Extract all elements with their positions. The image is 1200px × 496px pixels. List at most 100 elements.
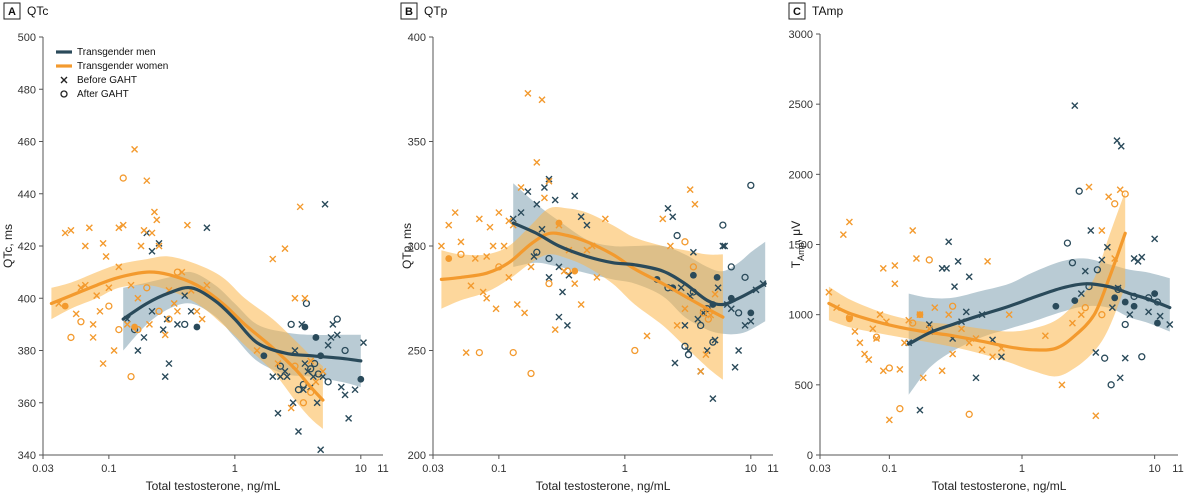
women-before-point [891,262,899,270]
men-after-point [747,181,755,190]
men-before-point [731,363,739,371]
men-before-point [583,221,591,229]
men-before-point [140,333,148,341]
women-before-point [949,350,957,358]
women-before-point [577,301,585,309]
men-before-point [689,248,697,256]
women-after-point [115,325,123,334]
women-before-point [89,333,97,341]
women-before-point [457,238,465,246]
men-before-point [159,326,167,334]
y-axis-title-sub: Amp [796,242,806,261]
men-after-mean-point [301,323,309,331]
women-before-point [825,288,833,296]
y-tick-label: 200 [408,450,426,462]
women-after-point [299,399,308,407]
women-before-point [702,351,710,359]
y-tick-label: 480 [18,84,36,96]
women-before-point [938,367,946,375]
women-after-point [699,309,708,317]
women-before-point [1058,381,1066,389]
women-before-point [96,307,104,315]
women-after-point [475,348,484,357]
women-before-point [140,226,148,234]
men-before-point [540,183,548,191]
women-after-mean-point [555,219,563,227]
women-after-point [545,279,553,288]
men-before-point [359,339,367,347]
women-before-point [540,194,548,202]
women-before-point [193,307,201,315]
men-before-point [341,391,349,399]
men-before-point [538,225,546,233]
x-tick-label: 10 [355,463,367,475]
women-before-point [143,177,151,185]
men-after-point [719,221,727,229]
men-before-point [1071,102,1079,110]
men-before-point [1130,255,1138,263]
women-after-point [67,333,75,342]
men-after-mean-point [357,375,365,383]
women-before-point [1077,311,1085,319]
women-before-point [110,347,118,354]
men-after-point [181,320,189,329]
men-before-point [517,209,525,217]
y-tick-label: 360 [18,398,36,410]
legend: Transgender men Transgender women Before G… [52,42,170,102]
men-before-point [545,273,553,281]
men-before-point [1138,253,1146,261]
women-fit-line [49,270,325,402]
x-tick-label-end: 11 [1172,463,1183,475]
women-before-point [161,331,169,339]
women-after-point [1121,190,1129,198]
y-tick-label: 440 [18,189,36,201]
women-before-point [287,404,295,412]
women-after-point [631,346,639,355]
women-after-point [155,307,163,315]
men-before-point [321,200,329,208]
women-before-point [319,367,327,375]
x-tick-label: 0.03 [422,463,443,475]
women-before-point [686,186,694,194]
men-before-point [555,263,563,271]
men-after-point [314,370,322,378]
men-before-point [714,284,722,292]
women-before-point [281,245,289,253]
women-before-point [102,252,110,260]
women-before-point [291,294,299,302]
men-before-point [945,238,953,246]
women-before-point [148,229,156,237]
women-before-point [492,305,500,313]
women-after-point [527,369,535,378]
panel-letter: B [405,6,413,18]
women-before-point [524,89,532,97]
men-before-point [329,320,337,328]
men-before-point [345,414,353,422]
women-before-point [296,203,304,211]
women-before-point [475,215,483,223]
y-tick-label: 380 [18,346,36,358]
men-before-point [555,313,563,321]
men-before-point [161,373,169,381]
women-before-point [198,315,206,323]
men-before-point [721,242,729,250]
women-before-point [527,263,535,271]
women-before-point [483,294,491,302]
women-after-point [457,250,465,259]
women-before-point [505,273,513,281]
women-before-point [958,325,966,333]
women-before-point [571,280,579,288]
women-before-point [483,252,491,260]
women-before-point [85,224,93,232]
women-after-point [143,284,151,292]
women-after-point [173,268,182,276]
women-before-point [538,96,546,104]
women-before-point [601,215,609,223]
x-tick-label: 1 [1019,463,1025,475]
women-after-point [885,364,894,372]
x-tick-label: 0.03 [32,463,53,475]
plot-area [49,145,367,454]
women-before-point [583,246,591,254]
panel-title: TAmp [812,4,843,18]
women-before-point [269,255,277,263]
